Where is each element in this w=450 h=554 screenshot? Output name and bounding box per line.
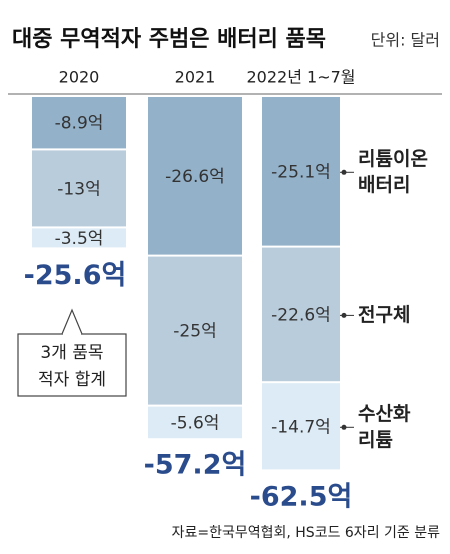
annotation-box xyxy=(17,333,127,397)
legend-dot xyxy=(341,424,347,430)
total-label: -62.5억 xyxy=(250,482,353,513)
value-label: -25억 xyxy=(173,322,216,342)
annotation-line: 3개 품목 xyxy=(40,343,103,363)
bar-segment xyxy=(32,150,126,227)
value-label: -14.7억 xyxy=(271,417,331,437)
bar-segment xyxy=(262,97,340,246)
legend-label: 전구체 xyxy=(358,304,411,327)
value-label: -3.5억 xyxy=(55,229,104,249)
annotation-line: 적자 합계 xyxy=(38,370,106,390)
legend-dot xyxy=(341,169,347,175)
source: 자료=한국무역협회, HS코드 6자리 기준 분류 xyxy=(172,525,441,541)
x-tick-label: 2020 xyxy=(59,68,100,87)
legend-dot xyxy=(341,312,347,318)
chart-title: 대중 무역적자 주범은 배터리 품목 xyxy=(12,27,326,52)
bar-segment xyxy=(32,97,126,149)
total-label: -25.6억 xyxy=(24,260,127,291)
value-label: -13억 xyxy=(57,179,100,199)
x-tick-label: 2022년 1~7월 xyxy=(246,68,355,87)
total-label: -57.2억 xyxy=(144,450,247,481)
value-label: -5.6억 xyxy=(171,413,220,433)
bar-segment xyxy=(148,256,242,405)
bar-segment xyxy=(148,97,242,255)
value-label: -26.6억 xyxy=(165,167,225,187)
unit-label: 단위: 달러 xyxy=(371,31,440,50)
x-tick-label: 2021 xyxy=(175,68,216,87)
value-label: -25.1억 xyxy=(271,162,331,182)
value-label: -22.6억 xyxy=(271,305,331,325)
bar-segment xyxy=(262,383,340,470)
legend-label: 수산화 리튬 xyxy=(358,403,411,452)
value-label: -8.9억 xyxy=(55,114,104,134)
bar-segment xyxy=(32,228,126,248)
bar-segment xyxy=(148,406,242,439)
bar-segment xyxy=(262,247,340,382)
annotation-pointer xyxy=(61,308,83,335)
legend-label: 리튬이온 배터리 xyxy=(358,148,428,197)
